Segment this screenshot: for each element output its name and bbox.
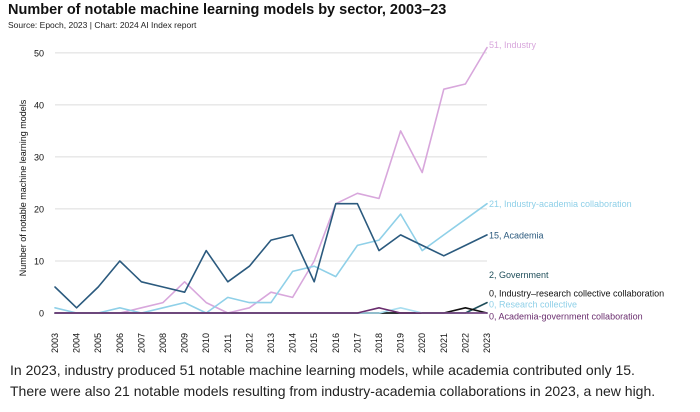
- x-tick-label: 2012: [244, 333, 254, 353]
- caption-line-1: In 2023, industry produced 51 notable ma…: [10, 362, 635, 378]
- x-tick-label: 2014: [288, 333, 298, 353]
- x-tick-label: 2017: [352, 333, 362, 353]
- x-tick-label: 2022: [460, 333, 470, 353]
- x-tick-label: 2008: [158, 333, 168, 353]
- axes: 0 10 20 30 40 50 2003 2004 2005 2006 2007 2008 2009 2…: [34, 48, 492, 353]
- x-tick-label: 2003: [50, 333, 60, 353]
- series-lines: [54, 46, 488, 314]
- x-tick-label: 2007: [136, 333, 146, 353]
- x-tick-label: 2005: [93, 333, 103, 353]
- x-tick-label: 2023: [482, 333, 492, 353]
- series-end-label: 2, Government: [489, 270, 549, 280]
- y-tick-label: 10: [34, 256, 44, 266]
- x-tick-label: 2019: [396, 333, 406, 353]
- y-tick-label: 30: [34, 152, 44, 162]
- caption-line-2: There were also 21 notable models result…: [10, 383, 656, 399]
- series-end-labels: 51, Industry 21, Industry-academia collab…: [489, 40, 664, 321]
- series-end-label: 0, Industry–research collective collabor…: [489, 289, 664, 299]
- x-tick-label: 2013: [266, 333, 276, 353]
- x-tick-label: 2018: [374, 333, 384, 353]
- series-line: [54, 306, 488, 314]
- series-end-label: 21, Industry-academia collaboration: [489, 199, 632, 209]
- x-tick-label: 2006: [115, 333, 125, 353]
- x-tick-label: 2010: [201, 333, 211, 353]
- series-line: [54, 46, 488, 314]
- series-end-label: 0, Research collective: [489, 300, 577, 310]
- chart-title: Number of notable machine learning model…: [8, 2, 447, 18]
- series-end-label: 51, Industry: [489, 40, 537, 50]
- series-line: [54, 202, 488, 314]
- y-tick-label: 20: [34, 204, 44, 214]
- gridlines: [55, 52, 487, 314]
- series-line: [54, 202, 488, 309]
- x-tick-label: 2009: [180, 333, 190, 353]
- y-tick-label: 50: [34, 48, 44, 58]
- line-chart: 0 10 20 30 40 50 2003 2004 2005 2006 2007 2008 2009 2…: [18, 40, 664, 353]
- x-tick-label: 2020: [417, 333, 427, 353]
- y-axis-title: Number of notable machine learning model…: [18, 99, 28, 276]
- series-end-label: 15, Academia: [489, 230, 544, 240]
- chart-source: Source: Epoch, 2023 | Chart: 2024 AI Ind…: [8, 20, 197, 30]
- y-tick-label: 40: [34, 100, 44, 110]
- y-tick-label: 0: [39, 309, 44, 319]
- series-end-label: 0, Academia-government collaboration: [489, 312, 643, 322]
- x-tick-label: 2011: [223, 334, 233, 353]
- x-tick-label: 2004: [72, 333, 82, 353]
- x-tick-label: 2015: [309, 333, 319, 353]
- x-tick-label: 2016: [331, 333, 341, 353]
- x-tick-label: 2021: [439, 333, 449, 353]
- caption: In 2023, industry produced 51 notable ma…: [10, 360, 694, 402]
